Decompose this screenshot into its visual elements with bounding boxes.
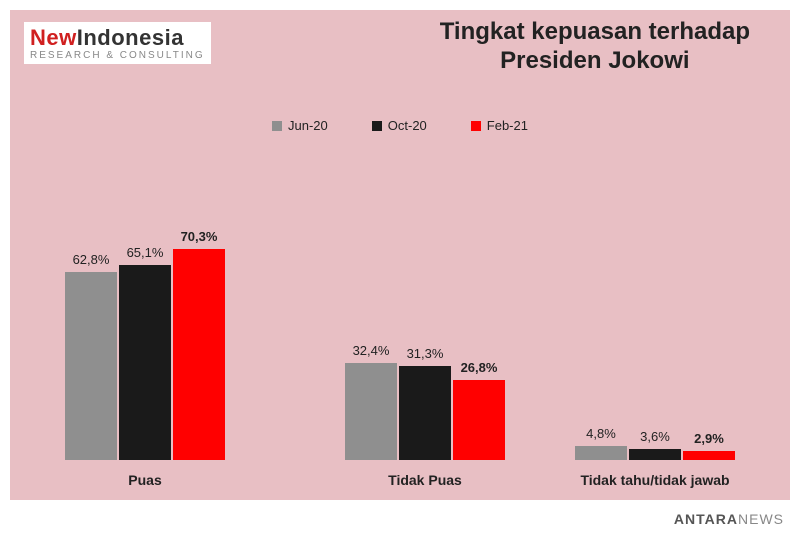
category-label: Tidak Puas [320, 472, 530, 488]
bar: 70,3% [173, 249, 225, 460]
legend-swatch [372, 121, 382, 131]
bar: 32,4% [345, 363, 397, 460]
bar-group: 62,8%65,1%70,3%Puas [40, 160, 250, 460]
bar-value-label: 4,8% [586, 426, 616, 441]
bar-value-label: 26,8% [461, 360, 498, 375]
legend: Jun-20 Oct-20 Feb-21 [10, 118, 790, 134]
logo: NewIndonesia RESEARCH & CONSULTING [24, 22, 211, 64]
watermark: ANTARANEWS [674, 511, 784, 527]
bar: 4,8% [575, 446, 627, 460]
legend-item: Jun-20 [272, 118, 328, 133]
bar: 65,1% [119, 265, 171, 460]
bar-value-label: 62,8% [73, 252, 110, 267]
bar-group: 4,8%3,6%2,9%Tidak tahu/tidak jawab [550, 160, 760, 460]
chart-area: NewIndonesia RESEARCH & CONSULTING Tingk… [10, 10, 790, 500]
bar: 3,6% [629, 449, 681, 460]
legend-label: Jun-20 [288, 118, 328, 133]
title-line1: Tingkat kepuasan terhadap [440, 18, 750, 47]
bars: 32,4%31,3%26,8% [320, 160, 530, 460]
legend-swatch [272, 121, 282, 131]
bar: 62,8% [65, 272, 117, 460]
bar-value-label: 31,3% [407, 346, 444, 361]
bars: 62,8%65,1%70,3% [40, 160, 250, 460]
watermark-antara: ANTARA [674, 511, 738, 527]
bar: 2,9% [683, 451, 735, 460]
bar-value-label: 70,3% [181, 229, 218, 244]
category-label: Tidak tahu/tidak jawab [550, 472, 760, 488]
plot: 62,8%65,1%70,3%Puas 32,4%31,3%26,8%Tidak … [40, 160, 760, 460]
watermark-news: NEWS [738, 511, 784, 527]
category-label: Puas [40, 472, 250, 488]
bar-value-label: 2,9% [694, 431, 724, 446]
title-line2: Presiden Jokowi [440, 47, 750, 76]
bar-value-label: 32,4% [353, 343, 390, 358]
logo-rest: Indonesia [77, 25, 184, 50]
legend-label: Oct-20 [388, 118, 427, 133]
legend-label: Feb-21 [487, 118, 528, 133]
logo-main: NewIndonesia [30, 26, 205, 49]
bar-value-label: 3,6% [640, 429, 670, 444]
logo-new: New [30, 25, 77, 50]
bar-value-label: 65,1% [127, 245, 164, 260]
legend-swatch [471, 121, 481, 131]
legend-item: Feb-21 [471, 118, 528, 133]
frame: NewIndonesia RESEARCH & CONSULTING Tingk… [0, 0, 800, 533]
bar-group: 32,4%31,3%26,8%Tidak Puas [320, 160, 530, 460]
bars: 4,8%3,6%2,9% [550, 160, 760, 460]
bar: 31,3% [399, 366, 451, 460]
legend-item: Oct-20 [372, 118, 427, 133]
bar: 26,8% [453, 380, 505, 460]
chart-title: Tingkat kepuasan terhadap Presiden Jokow… [440, 18, 750, 76]
logo-subtitle: RESEARCH & CONSULTING [30, 51, 205, 62]
